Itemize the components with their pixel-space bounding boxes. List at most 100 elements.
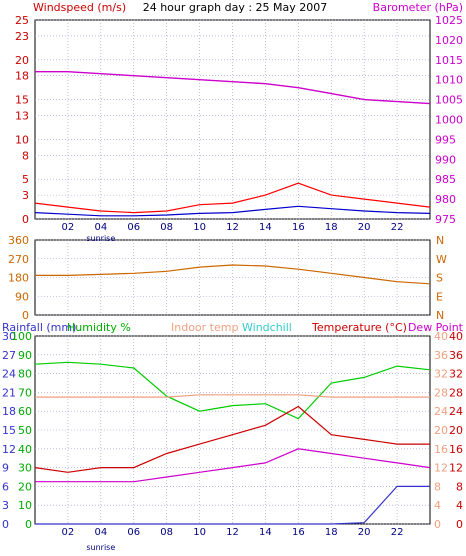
barometer-tick: 990 [435, 153, 456, 166]
windspeed-tick: 20 [15, 54, 29, 67]
legend-indoor-temp: Indoor temp [171, 321, 238, 334]
barometer-tick: 1005 [435, 94, 463, 107]
windspeed-tick: 8 [22, 149, 29, 162]
climate-panel-x-tick: 12 [226, 527, 239, 538]
windspeed-tick: 5 [22, 173, 29, 186]
humidity-tick: 90 [18, 349, 32, 362]
humidity-tick: 0 [25, 518, 32, 531]
wind-panel-x-tick: 22 [391, 222, 404, 233]
compass-tick: N [436, 309, 444, 322]
indoor-tick: 8 [434, 480, 441, 493]
windspeed-tick: 10 [15, 133, 29, 146]
climate-panel-x-tick: 02 [62, 527, 75, 538]
rainfall-tick: 3 [2, 499, 9, 512]
barometer-tick: 975 [435, 213, 456, 226]
windspeed-label: Windspeed (m/s) [33, 1, 126, 14]
humidity-tick: 20 [18, 480, 32, 493]
series-rainfall-mm [35, 485, 430, 525]
indoor-tick: 12 [434, 462, 448, 475]
humidity-tick: 100 [11, 330, 32, 343]
temperature-tick: 24 [449, 405, 463, 418]
rainfall-tick: 21 [2, 386, 16, 399]
temperature-tick: 28 [449, 386, 463, 399]
legend-humidity: Humidity % [67, 321, 131, 334]
climate-panel-x-tick: 10 [193, 527, 206, 538]
barometer-tick: 1015 [435, 54, 463, 67]
windspeed-tick: 0 [22, 213, 29, 226]
humidity-tick: 60 [18, 405, 32, 418]
rainfall-tick: 18 [2, 405, 16, 418]
legend-windchill: Windchill [242, 321, 292, 334]
windspeed-tick: 18 [15, 70, 29, 83]
temperature-tick: 20 [449, 424, 463, 437]
sunrise-label: sunrise [86, 234, 115, 243]
direction-tick: 270 [8, 253, 29, 266]
rainfall-tick: 27 [2, 349, 16, 362]
wind-panel-x-tick: 14 [259, 222, 272, 233]
direction-tick: 90 [15, 290, 29, 303]
windspeed-tick: 3 [22, 189, 29, 202]
indoor-tick: 20 [434, 424, 448, 437]
wind-panel-x-tick: 16 [292, 222, 305, 233]
humidity-tick: 50 [18, 424, 32, 437]
rainfall-tick: 0 [2, 518, 9, 531]
wind-panel-x-tick: 12 [226, 222, 239, 233]
compass-tick: W [436, 253, 447, 266]
climate-panel-x-tick: 20 [358, 527, 371, 538]
rainfall-tick: 15 [2, 424, 16, 437]
series-dew-point [35, 448, 431, 483]
climate-panel-x-tick: 04 [94, 527, 107, 538]
legend-dewpoint: Dew Point [408, 321, 464, 334]
barometer-tick: 1020 [435, 34, 463, 47]
wind-panel-x-tick: 08 [160, 222, 173, 233]
windspeed-tick: 25 [15, 14, 29, 27]
rainfall-tick: 30 [2, 330, 16, 343]
chart-title: 24 hour graph day : 25 May 2007 [143, 1, 328, 14]
climate-panel-x-tick: 18 [325, 527, 338, 538]
temperature-tick: 4 [456, 499, 463, 512]
indoor-tick: 16 [434, 443, 448, 456]
wind-panel-x-tick: 10 [193, 222, 206, 233]
climate-panel-x-tick: 14 [259, 527, 272, 538]
barometer-tick: 995 [435, 133, 456, 146]
humidity-tick: 40 [18, 443, 32, 456]
legend-rainfall: Rainfall (mm) [2, 321, 76, 334]
indoor-tick: 32 [434, 368, 448, 381]
temperature-tick: 36 [449, 349, 463, 362]
barometer-tick: 1025 [435, 14, 463, 27]
series-indoor-temp [35, 394, 430, 398]
direction-tick: 360 [8, 234, 29, 247]
wind-panel-x-tick: 02 [62, 222, 75, 233]
rainfall-tick: 6 [2, 480, 9, 493]
indoor-tick: 4 [434, 499, 441, 512]
windspeed-tick: 13 [15, 110, 29, 123]
compass-tick: N [436, 234, 444, 247]
wind-panel-x-tick: 20 [358, 222, 371, 233]
climate-panel-x-tick: 22 [391, 527, 404, 538]
compass-tick: E [436, 290, 443, 303]
indoor-tick: 0 [434, 518, 441, 531]
legend-temperature: Temperature (°C) [311, 321, 407, 334]
barometer-label: Barometer (hPa) [373, 1, 463, 14]
windspeed-tick: 15 [15, 94, 29, 107]
wind-panel-x-tick: 06 [127, 222, 140, 233]
wind-panel-x-tick: 18 [325, 222, 338, 233]
humidity-tick: 30 [18, 462, 32, 475]
humidity-tick: 70 [18, 386, 32, 399]
direction-tick: 0 [22, 309, 29, 322]
indoor-tick: 24 [434, 405, 448, 418]
series-barometer-hpa [35, 70, 431, 105]
humidity-tick: 80 [18, 368, 32, 381]
humidity-tick: 10 [18, 499, 32, 512]
temperature-tick: 16 [449, 443, 463, 456]
temperature-tick: 12 [449, 462, 463, 475]
temperature-tick: 40 [449, 330, 463, 343]
compass-tick: S [436, 272, 443, 285]
rainfall-tick: 9 [2, 462, 9, 475]
sunrise-label: sunrise [86, 543, 115, 552]
direction-tick: 180 [8, 272, 29, 285]
wind-panel-x-tick: 04 [94, 222, 107, 233]
indoor-tick: 40 [434, 330, 448, 343]
rainfall-tick: 24 [2, 368, 16, 381]
